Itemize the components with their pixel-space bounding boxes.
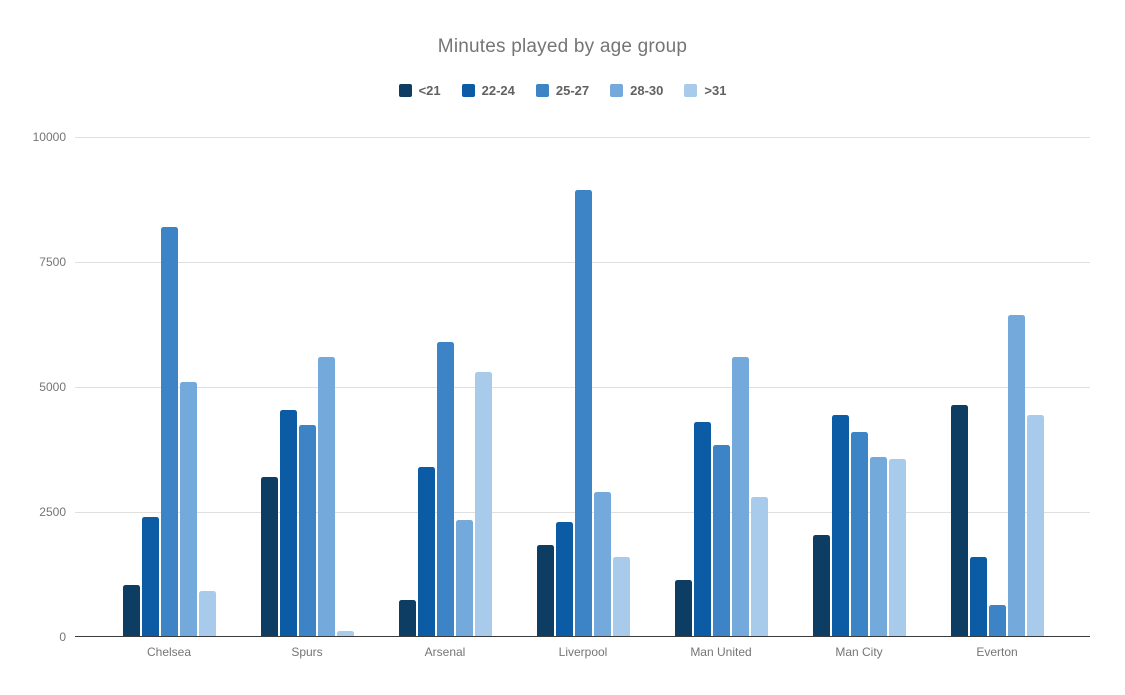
bar-liverpool-22-24[interactable] [555, 522, 573, 637]
legend-label: 25-27 [555, 83, 590, 98]
bar-man-united-lt-21[interactable] [674, 579, 692, 637]
bar-man-city-lt-21[interactable] [812, 534, 830, 637]
legend-swatch-icon [461, 84, 475, 97]
bar-liverpool-gt-31[interactable] [612, 557, 630, 637]
bar-group-man-united [652, 137, 790, 637]
bar-group-everton [928, 137, 1066, 637]
bar-group-spurs [238, 137, 376, 637]
chart-legend: <21 22-24 25-27 28-30 >31 [0, 83, 1125, 98]
bar-everton-28-30[interactable] [1007, 314, 1025, 637]
bar-chelsea-25-27[interactable] [160, 227, 178, 637]
bar-arsenal-gt-31[interactable] [474, 372, 492, 637]
bar-man-united-28-30[interactable] [731, 357, 749, 637]
bar-spurs-lt-21[interactable] [260, 477, 278, 637]
y-tick-label: 10000 [32, 130, 66, 144]
x-axis-label-man-city: Man City [835, 645, 883, 659]
bar-man-city-gt-31[interactable] [888, 458, 906, 637]
bar-spurs-28-30[interactable] [317, 357, 335, 637]
bar-man-city-22-24[interactable] [831, 414, 849, 637]
bar-man-united-25-27[interactable] [712, 444, 730, 637]
legend-label: 28-30 [630, 83, 664, 98]
bar-arsenal-28-30[interactable] [455, 519, 473, 637]
bar-group-man-city [790, 137, 928, 637]
x-axis-label-everton: Everton [976, 645, 1018, 659]
legend-item-25-27[interactable]: 25-27 [535, 83, 590, 98]
legend-label: 22-24 [481, 83, 515, 98]
bar-liverpool-25-27[interactable] [574, 189, 592, 637]
x-axis-label-arsenal: Arsenal [424, 645, 466, 659]
gridline-10000 [75, 137, 1090, 138]
bar-man-united-22-24[interactable] [693, 422, 711, 637]
bar-groups [100, 137, 1066, 637]
bar-arsenal-22-24[interactable] [417, 467, 435, 637]
y-tick-label: 0 [59, 630, 66, 644]
bar-spurs-25-27[interactable] [298, 424, 316, 637]
bar-arsenal-25-27[interactable] [436, 342, 454, 637]
legend-label: >31 [704, 83, 727, 98]
y-axis: 0 2500 5000 7500 10000 [0, 130, 66, 644]
legend-label: <21 [418, 83, 441, 98]
chart-title: Minutes played by age group [437, 36, 688, 57]
legend-swatch-icon [398, 84, 412, 97]
bar-spurs-22-24[interactable] [279, 409, 297, 637]
bar-man-united-gt-31[interactable] [750, 497, 768, 637]
bar-group-chelsea [100, 137, 238, 637]
legend-item-22-24[interactable]: 22-24 [461, 83, 515, 98]
bar-everton-25-27[interactable] [988, 604, 1006, 637]
legend-item-lt-21[interactable]: <21 [398, 83, 441, 98]
x-axis-line [75, 636, 1090, 637]
bar-group-liverpool [514, 137, 652, 637]
x-axis-label-chelsea: Chelsea [146, 645, 192, 659]
bar-chelsea-gt-31[interactable] [198, 590, 216, 637]
bar-arsenal-lt-21[interactable] [398, 599, 416, 637]
bar-chelsea-28-30[interactable] [179, 382, 197, 637]
x-axis-labels: Chelsea Spurs Arsenal Liverpool Man United Ma… [100, 645, 1066, 659]
y-tick-label: 2500 [39, 505, 66, 519]
x-axis-label-man-united: Man United [690, 645, 752, 659]
bar-group-arsenal [376, 137, 514, 637]
bar-everton-22-24[interactable] [969, 557, 987, 637]
bar-spurs-gt-31[interactable] [336, 630, 354, 637]
plot-area [75, 137, 1090, 637]
legend-swatch-icon [610, 84, 624, 97]
bar-liverpool-lt-21[interactable] [536, 544, 554, 637]
y-tick-label: 5000 [39, 380, 66, 394]
bar-liverpool-28-30[interactable] [593, 492, 611, 637]
legend-swatch-icon [684, 84, 698, 97]
legend-item-gt-31[interactable]: >31 [684, 83, 726, 98]
bar-man-city-25-27[interactable] [850, 432, 868, 637]
bar-everton-lt-21[interactable] [950, 404, 968, 637]
y-tick-label: 7500 [39, 255, 66, 269]
x-axis-label-spurs: Spurs [291, 645, 323, 659]
bar-chelsea-lt-21[interactable] [122, 584, 140, 637]
legend-swatch-icon [535, 84, 549, 97]
x-axis-label-liverpool: Liverpool [558, 645, 608, 659]
bar-chelsea-22-24[interactable] [141, 517, 159, 637]
bar-everton-gt-31[interactable] [1026, 414, 1044, 637]
legend-item-28-30[interactable]: 28-30 [610, 83, 663, 98]
bar-man-city-28-30[interactable] [869, 457, 887, 637]
